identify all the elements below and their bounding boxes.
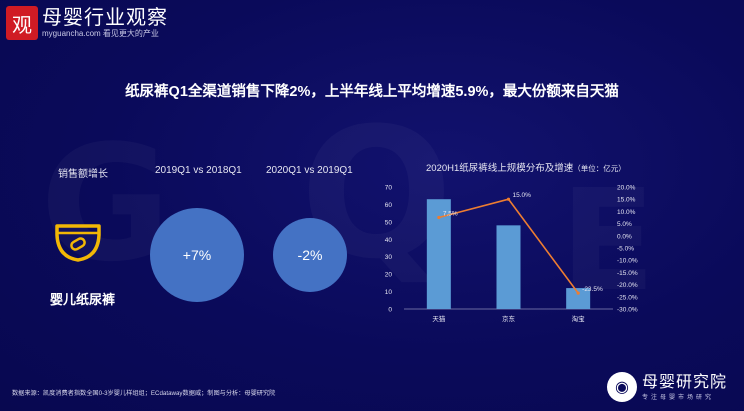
y-left-tick-label: 30 <box>385 254 393 261</box>
y-right-tick-label: 15.0% <box>617 197 636 204</box>
growth-point-1 <box>506 197 511 201</box>
metric-label: 销售额增长 <box>58 169 108 180</box>
y-right-tick-label: 0.0% <box>617 233 632 240</box>
logo-tagline: myguancha.com 看见更大的产业 <box>42 29 159 38</box>
y-left-tick-label: 40 <box>385 237 393 244</box>
bar-2 <box>566 288 591 309</box>
y-right-tick-label: 20.0% <box>617 185 636 192</box>
diaper-icon <box>55 224 101 262</box>
y-left-tick-label: 20 <box>385 272 393 279</box>
y-left-tick-label: 10 <box>385 289 393 296</box>
brand-name: 母婴研究院 <box>642 373 728 391</box>
growth-label-2: -23.5% <box>582 286 603 293</box>
growth-point-2 <box>576 291 580 295</box>
y-left-tick-label: 70 <box>385 185 393 192</box>
col1-label: 2019Q1 vs 2018Q1 <box>155 165 242 176</box>
online-scale-chart: 0 10 20 30 40 50 60 70 -30.0% -25.0% -20.0% -15.0% -… <box>385 185 638 324</box>
y-left-tick-label: 50 <box>385 219 393 226</box>
y-left-tick-label: 60 <box>385 202 393 209</box>
y-left-tick-label: 0 <box>388 307 392 314</box>
growth-point-0 <box>437 215 441 220</box>
logo-name: 母婴行业观察 <box>42 7 168 29</box>
header-logo: 观 母婴行业观察 myguancha.com 看见更大的产业 <box>6 6 168 40</box>
y-right-tick-label: -10.0% <box>617 258 638 265</box>
y-right-tick-label: -30.0% <box>617 307 638 314</box>
y-right-tick-label: 10.0% <box>617 209 636 216</box>
bar-0 <box>426 199 451 309</box>
page-title: 纸尿裤Q1全渠道销售下降2%，上半年线上平均增速5.9%，最大份额来自天猫 <box>125 84 619 100</box>
growth-circle-2019: +7% <box>150 208 244 302</box>
y-right-tick-label: -5.0% <box>617 246 634 253</box>
growth-circle-2020: -2% <box>273 218 347 292</box>
y-right-tick-label: -20.0% <box>617 282 638 289</box>
growth-label-1: 15.0% <box>513 192 532 199</box>
y-right-tick-label: -15.0% <box>617 270 638 277</box>
y-right-tick-label: -25.0% <box>617 294 638 301</box>
logo-mark: 观 <box>6 6 38 40</box>
x-tick-label: 淘宝 <box>572 314 586 323</box>
chart-title-text: 2020H1纸尿裤线上规模分布及增速 <box>426 163 574 174</box>
brand-sub: 专注母婴市场研究 <box>642 394 715 401</box>
bar-1 <box>496 225 521 309</box>
owl-icon: ◉ <box>607 372 637 402</box>
product-name: 婴儿纸尿裤 <box>50 292 116 307</box>
data-source: 数据来源：凯度消费者指数全国0-3岁婴儿样组组；ECdataway数据威；制图与… <box>12 390 276 397</box>
col2-label: 2020Q1 vs 2019Q1 <box>266 165 353 176</box>
growth-label-0: 7.5% <box>443 211 458 218</box>
growth-value-2019: +7% <box>182 247 212 263</box>
x-tick-label: 京东 <box>502 314 516 323</box>
growth-value-2020: -2% <box>297 247 323 263</box>
y-right-tick-label: 5.0% <box>617 221 632 228</box>
chart-title: 2020H1纸尿裤线上规模分布及增速（单位：亿元） <box>426 160 626 174</box>
brand: ◉ 母婴研究院 专注母婴市场研究 <box>607 372 727 402</box>
x-tick-label: 天猫 <box>432 314 446 323</box>
chart-unit: （单位：亿元） <box>573 164 626 173</box>
